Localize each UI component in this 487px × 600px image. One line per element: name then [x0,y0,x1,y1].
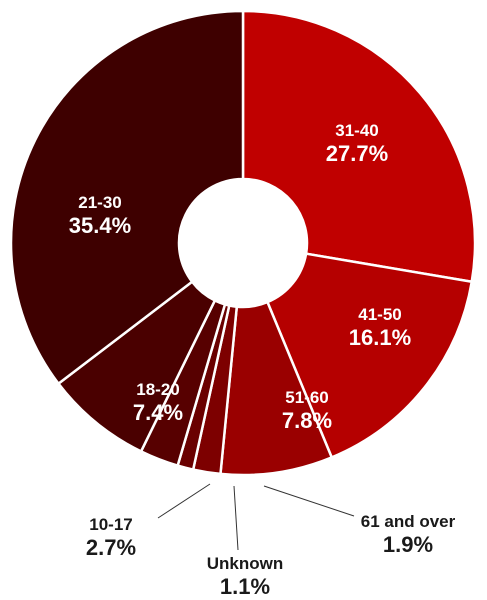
value-label-61-and-over: 1.9% [383,532,433,557]
category-label-10-17: 10-17 [89,515,132,534]
slice-31-40 [241,9,477,284]
leader-line-unknown [233,485,239,551]
category-label-21-30: 21-30 [78,193,121,212]
leader-line-61-and-over [263,485,355,517]
slice-41-50 [266,252,473,459]
value-label-unknown: 1.1% [220,574,270,599]
value-label-51-60: 7.8% [282,408,332,433]
category-label-61-and-over: 61 and over [361,512,456,531]
value-label-21-30: 35.4% [69,213,131,238]
value-label-31-40: 27.7% [326,141,388,166]
slice-21-30 [9,9,245,385]
value-label-41-50: 16.1% [349,325,411,350]
category-label-18-20: 18-20 [136,380,179,399]
category-label-unknown: Unknown [207,554,284,573]
category-label-51-60: 51-60 [285,388,328,407]
value-label-10-17: 2.7% [86,535,136,560]
category-label-41-50: 41-50 [358,305,401,324]
leader-line-10-17 [157,483,211,519]
value-label-18-20: 7.4% [133,400,183,425]
category-label-31-40: 31-40 [335,121,378,140]
